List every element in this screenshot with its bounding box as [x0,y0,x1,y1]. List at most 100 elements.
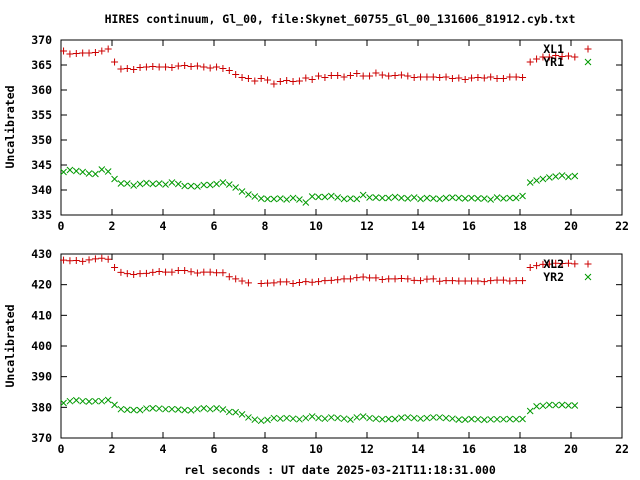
yr1-point [398,194,405,202]
yr2-point [296,415,303,423]
xl1-point [238,74,246,81]
yr2-point [149,404,157,412]
yr1-point [283,196,291,203]
xl2-point [461,277,469,285]
xl2-point [315,278,323,286]
xl2-point [512,277,520,285]
xl1-point [104,45,112,53]
xl1-point [461,76,469,83]
yr1-point [143,179,150,187]
yr1-point [111,175,118,183]
yr2-point [461,416,469,423]
x-tick-label: 22 [615,442,629,456]
x-tick-label: 18 [513,442,527,456]
xl2-point [206,268,214,276]
yr1-point [436,195,444,203]
y-tick-label: 410 [31,308,52,322]
xl1-point [410,74,418,81]
yr2-point [238,411,246,418]
xl2-point [353,274,361,282]
xl2-point [519,277,527,285]
xl1-point [295,77,303,85]
yr2-point [385,415,393,423]
xl2-point [468,277,476,285]
x-tick-label: 12 [360,219,374,233]
yr1-point [321,193,329,201]
legend-marker-xl1 [584,45,592,53]
x-tick-label: 10 [309,219,323,233]
xl2-point [117,268,125,276]
xl2-point [295,279,303,287]
yr1-point [334,194,342,201]
xl1-point [308,76,316,83]
yr2-point [545,401,553,409]
yr2-point [283,414,291,422]
legend-label-xl2: XL2 [543,257,564,271]
xl2-point [346,275,354,283]
yr2-point [206,405,214,413]
yr2-point [98,397,106,405]
xl1-point [321,74,329,81]
xl1-point [66,50,74,58]
yr2-point [130,406,138,414]
yr1-point [251,193,259,200]
yr1-point [385,194,393,202]
yr1-point [225,181,233,188]
yr1-point [449,194,456,201]
yr2-point [111,401,118,409]
xl2-point [193,269,201,277]
xl1-point [404,72,412,80]
xl1-point [232,71,240,78]
x-tick-label: 18 [513,219,527,233]
yr1-point [461,195,469,202]
xl1-point [558,53,566,60]
legend-marker-yr2 [584,273,592,281]
xl1-point [539,53,547,61]
xl1-point [468,74,476,82]
xl2-point [539,260,547,268]
xl2-point [493,276,501,284]
yr2-point [404,414,412,421]
x-tick-label: 0 [58,442,65,456]
yr2-point [359,413,367,420]
xl1-point [257,75,265,82]
top-x-tick-labels: 0 2 4 6 8 10 12 14 16 18 20 22 [58,219,629,233]
yr2-point [539,402,547,410]
xl1-point [448,75,456,82]
xl2-point [385,275,393,283]
yr2-point [155,405,163,412]
xl2-point [181,267,189,275]
xl2-point [308,278,316,286]
yr1-point [442,194,450,202]
xl2-point [168,268,176,276]
yr1-point [85,170,93,177]
xl1-point [162,63,170,71]
x-tick-label: 20 [564,219,578,233]
xl2-point [136,270,144,278]
xl2-point [79,257,87,265]
xl1-point [487,73,495,81]
y-tick-label: 365 [31,58,52,72]
y-tick-label: 345 [31,158,52,172]
xl1-point [187,63,195,70]
xl1-point [251,77,259,85]
yr2-point [480,416,488,424]
yr2-point [289,415,297,423]
yr1-point [468,194,475,202]
yr2-point [174,406,182,413]
xl2-point [142,269,150,277]
yr1-point [72,167,80,175]
yr1-point [219,179,227,186]
xl2-point [429,275,437,283]
yr2-point [526,407,534,415]
legend-label-yr1: YR1 [543,55,564,69]
top-plot-frame [60,39,623,216]
bottom-y-axis-label: Uncalibrated [3,304,17,387]
xl1-point [91,49,99,56]
yr2-point [571,402,579,409]
xl2-point [270,279,278,287]
x-tick-label: 6 [211,219,218,233]
x-tick-label: 4 [160,219,167,233]
yr1-point [404,195,412,202]
